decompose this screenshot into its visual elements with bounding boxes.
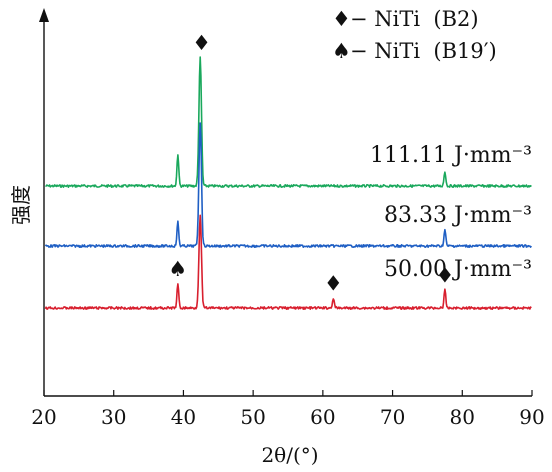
b2-marker: ♦ (324, 271, 343, 295)
series-label-83: 83.33 J·mm⁻³ (384, 203, 532, 228)
x-tick-label: 90 (519, 405, 544, 429)
x-tick-label: 40 (171, 405, 196, 429)
legend-symbol-diamond: ♦ (332, 7, 351, 31)
series-group (44, 56, 532, 310)
series-line (45, 56, 532, 188)
axes (39, 8, 532, 397)
x-tick-label: 70 (380, 405, 405, 429)
legend-entry-b2: ♦ − NiTi (B2) (332, 7, 479, 31)
y-axis-arrow (39, 8, 49, 22)
x-tick-label: 30 (101, 405, 126, 429)
x-tick-label: 20 (31, 405, 56, 429)
series-label-50: 50.00 J·mm⁻³ (384, 257, 532, 282)
x-axis-title: 2θ/(°) (261, 443, 318, 467)
y-axis-title: 强度 (9, 185, 33, 225)
x-tick-label: 60 (310, 405, 335, 429)
series-line (44, 214, 532, 310)
series-label-111: 111.11 J·mm⁻³ (370, 143, 532, 168)
legend-text-b2: − NiTi (B2) (350, 7, 479, 31)
series-line (44, 122, 532, 248)
b19-marker: ♠ (168, 257, 187, 281)
legend-entry-b19: ♠ − NiTi (B19′) (332, 39, 497, 63)
x-tick-label: 50 (240, 405, 265, 429)
legend-symbol-spade: ♠ (332, 39, 351, 63)
legend: ♦ − NiTi (B2) ♠ − NiTi (B19′) (332, 7, 497, 63)
b2-marker: ♦ (192, 31, 211, 55)
b2-marker: ♦ (435, 263, 454, 287)
legend-text-b19: − NiTi (B19′) (350, 39, 497, 63)
annotation-group: ♦ ♠ ♦ ♦ (168, 31, 454, 295)
x-tick-label: 80 (450, 405, 475, 429)
x-ticks: 20 30 40 50 60 70 80 90 (31, 390, 545, 429)
